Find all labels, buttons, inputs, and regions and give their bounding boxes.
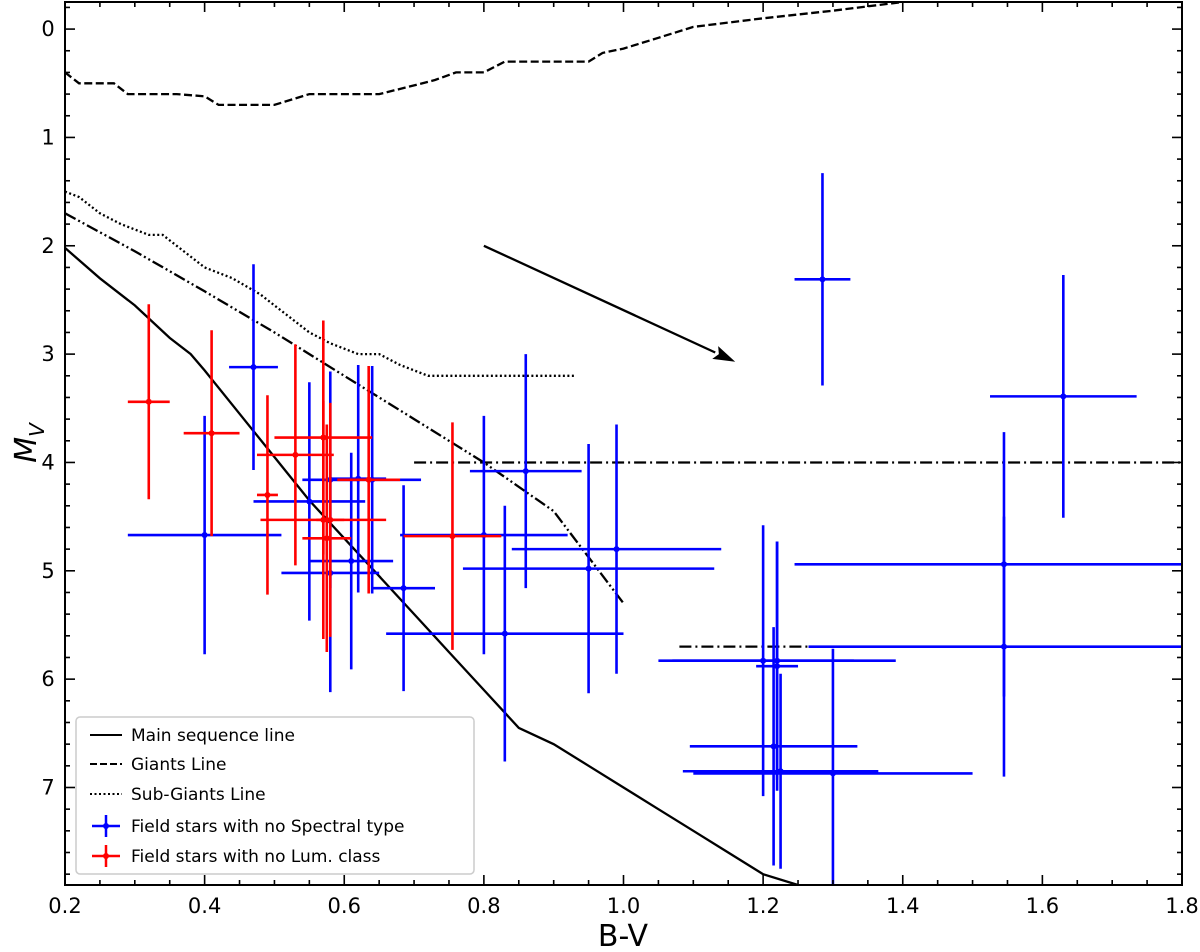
x-tick-label: 1.2 [746, 894, 779, 918]
data-point-s0-2 [253, 382, 366, 621]
point-marker [1060, 393, 1067, 400]
data-point-s1-7 [316, 402, 345, 637]
data-point-s1-9 [403, 422, 502, 650]
legend-label-no-spectral-type: Field stars with no Spectral type [131, 817, 404, 837]
data-point-s1-1 [183, 330, 240, 537]
point-marker [306, 498, 313, 505]
y-axis-label-sub: V [25, 422, 49, 437]
point-marker [770, 743, 777, 750]
legend-swatch-no-lum-class [92, 845, 120, 867]
point-marker [250, 364, 257, 371]
y-tick-label: 6 [41, 667, 54, 691]
point-marker [829, 770, 836, 777]
legend-box [75, 716, 475, 875]
data-point-s0-23 [990, 275, 1137, 518]
point-marker [348, 558, 355, 565]
data-point-s0-13 [511, 424, 722, 674]
point-marker [501, 630, 508, 637]
reference-line-3 [65, 212, 625, 604]
data-point-s0-8 [372, 485, 436, 692]
x-tick-label: 1.6 [1026, 894, 1059, 918]
axis-ticks: 0.2 0.4 0.6 0.8 1.0 1.2 1.4 1.6 1.8 0 1 2 3 4 5 6 7 [41, 2, 1199, 918]
y-tick-label: 1 [41, 125, 54, 149]
data-point-s0-19 [794, 173, 851, 386]
point-marker [365, 476, 372, 483]
reference-line-1 [65, 2, 903, 107]
y-tick-label: 7 [41, 775, 54, 799]
legend: Main sequence line Giants Line Sub-Giant… [75, 716, 475, 875]
data-point-s0-12 [462, 444, 715, 694]
x-tick-label: 1.4 [886, 894, 919, 918]
reference-line-0 [65, 247, 799, 885]
plot-area [65, 2, 1182, 885]
point-marker [208, 430, 215, 437]
x-tick-label: 0.6 [328, 894, 361, 918]
y-tick-label: 4 [41, 450, 54, 474]
y-axis-label: MV [9, 422, 49, 463]
point-marker [327, 516, 334, 523]
point-marker [201, 532, 208, 539]
data-point-s0-11 [469, 354, 582, 589]
point-marker [145, 398, 152, 405]
point-marker [1000, 561, 1007, 568]
data-point-s0-1 [229, 264, 278, 471]
data-point-s0-10 [386, 505, 624, 762]
data-point-s1-0 [127, 304, 170, 500]
reference-line-2 [65, 190, 575, 377]
y-tick-label: 2 [41, 234, 54, 258]
data-point-s0-18 [756, 541, 799, 791]
data-point-s1-2 [256, 395, 278, 595]
x-tick-label: 0.4 [188, 894, 221, 918]
point-marker [449, 533, 456, 540]
point-marker [613, 546, 620, 553]
legend-label-sub-giants: Sub-Giants Line [131, 785, 266, 805]
x-tick-label: 1.0 [607, 894, 640, 918]
data-point-s0-20 [693, 648, 973, 885]
svg-text:MV: MV [9, 422, 49, 463]
point-marker [400, 585, 407, 592]
y-axis-label-main: M [9, 437, 44, 463]
point-marker [585, 565, 592, 572]
y-tick-label: 3 [41, 342, 54, 366]
data-point-s1-8 [337, 366, 401, 594]
x-tick-label: 0.8 [467, 894, 500, 918]
legend-label-no-lum-class: Field stars with no Lum. class [131, 847, 381, 867]
arrow-head [712, 346, 736, 362]
y-tick-label: 5 [41, 559, 54, 583]
point-marker [522, 468, 529, 475]
x-tick-label: 1.8 [1165, 894, 1198, 918]
x-axis-label: B-V [598, 919, 649, 952]
legend-swatch-no-spectral-type [92, 815, 120, 837]
data-point-s0-17 [682, 673, 879, 869]
data-point-s0-0 [127, 415, 282, 655]
point-marker [323, 535, 330, 542]
point-marker [292, 451, 299, 458]
y-tick-label: 0 [41, 17, 54, 41]
legend-label-main-sequence: Main sequence line [131, 726, 295, 746]
legend-label-giants: Giants Line [131, 755, 226, 775]
point-marker [819, 276, 826, 283]
arrow-shaft [483, 244, 716, 354]
data-point-s0-22 [794, 432, 1182, 697]
data-point-s1-6 [302, 424, 352, 653]
point-marker [264, 491, 271, 498]
data-point-s0-5 [309, 452, 394, 670]
data-point-s1-3 [256, 344, 334, 566]
x-tick-label: 0.2 [48, 894, 81, 918]
point-marker [774, 663, 781, 670]
